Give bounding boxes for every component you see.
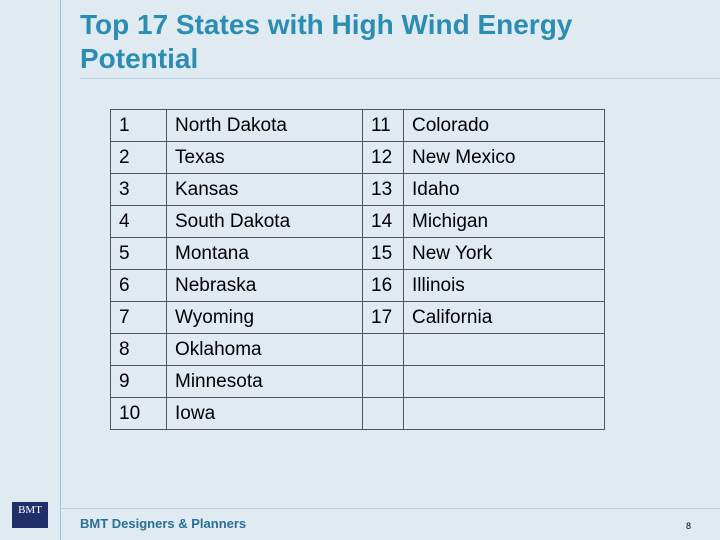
state-cell <box>403 365 605 398</box>
table-row: 4 South Dakota 14 Michigan <box>110 205 605 238</box>
state-cell: Michigan <box>403 205 605 238</box>
state-cell: Illinois <box>403 269 605 302</box>
table-row: 6 Nebraska 16 Illinois <box>110 269 605 302</box>
state-cell: New York <box>403 237 605 270</box>
rank-cell: 9 <box>110 365 167 398</box>
table-row: 1 North Dakota 11 Colorado <box>110 109 605 142</box>
state-cell: Kansas <box>166 173 363 206</box>
table-row: 9 Minnesota <box>110 365 605 398</box>
rank-cell: 3 <box>110 173 167 206</box>
table-row: 8 Oklahoma <box>110 333 605 366</box>
state-cell: Idaho <box>403 173 605 206</box>
table-row: 10 Iowa <box>110 397 605 430</box>
rank-cell: 8 <box>110 333 167 366</box>
table-row: 7 Wyoming 17 California <box>110 301 605 334</box>
state-cell: Colorado <box>403 109 605 142</box>
state-cell <box>403 333 605 366</box>
rank-cell: 5 <box>110 237 167 270</box>
state-cell: California <box>403 301 605 334</box>
side-line <box>60 0 61 540</box>
rank-cell: 6 <box>110 269 167 302</box>
rank-cell: 2 <box>110 141 167 174</box>
rank-cell: 17 <box>362 301 404 334</box>
footer-line <box>60 508 720 509</box>
rank-cell: 14 <box>362 205 404 238</box>
slide-title: Top 17 States with High Wind Energy Pote… <box>80 9 573 74</box>
logo: BMT <box>12 502 48 528</box>
rank-cell: 16 <box>362 269 404 302</box>
state-cell: Texas <box>166 141 363 174</box>
state-cell: Nebraska <box>166 269 363 302</box>
state-cell: Wyoming <box>166 301 363 334</box>
rank-cell: 1 <box>110 109 167 142</box>
rank-cell: 4 <box>110 205 167 238</box>
page-number: 8 <box>686 521 692 531</box>
state-cell: Iowa <box>166 397 363 430</box>
rank-cell: 13 <box>362 173 404 206</box>
state-cell <box>403 397 605 430</box>
states-table: 1 North Dakota 11 Colorado 2 Texas 12 New Mexic… <box>110 109 605 430</box>
rank-cell <box>362 333 404 366</box>
rank-cell: 7 <box>110 301 167 334</box>
rank-cell: 12 <box>362 141 404 174</box>
state-cell: Oklahoma <box>166 333 363 366</box>
state-cell: South Dakota <box>166 205 363 238</box>
rank-cell <box>362 365 404 398</box>
company-name: BMT Designers & Planners <box>80 516 247 531</box>
state-cell: Minnesota <box>166 365 363 398</box>
rank-cell <box>362 397 404 430</box>
table-row: 5 Montana 15 New York <box>110 237 605 270</box>
table-row: 3 Kansas 13 Idaho <box>110 173 605 206</box>
state-cell: North Dakota <box>166 109 363 142</box>
table-row: 2 Texas 12 New Mexico <box>110 141 605 174</box>
rank-cell: 11 <box>362 109 404 142</box>
rank-cell: 10 <box>110 397 167 430</box>
rank-cell: 15 <box>362 237 404 270</box>
state-cell: New Mexico <box>403 141 605 174</box>
state-cell: Montana <box>166 237 363 270</box>
title-rule <box>80 78 720 79</box>
